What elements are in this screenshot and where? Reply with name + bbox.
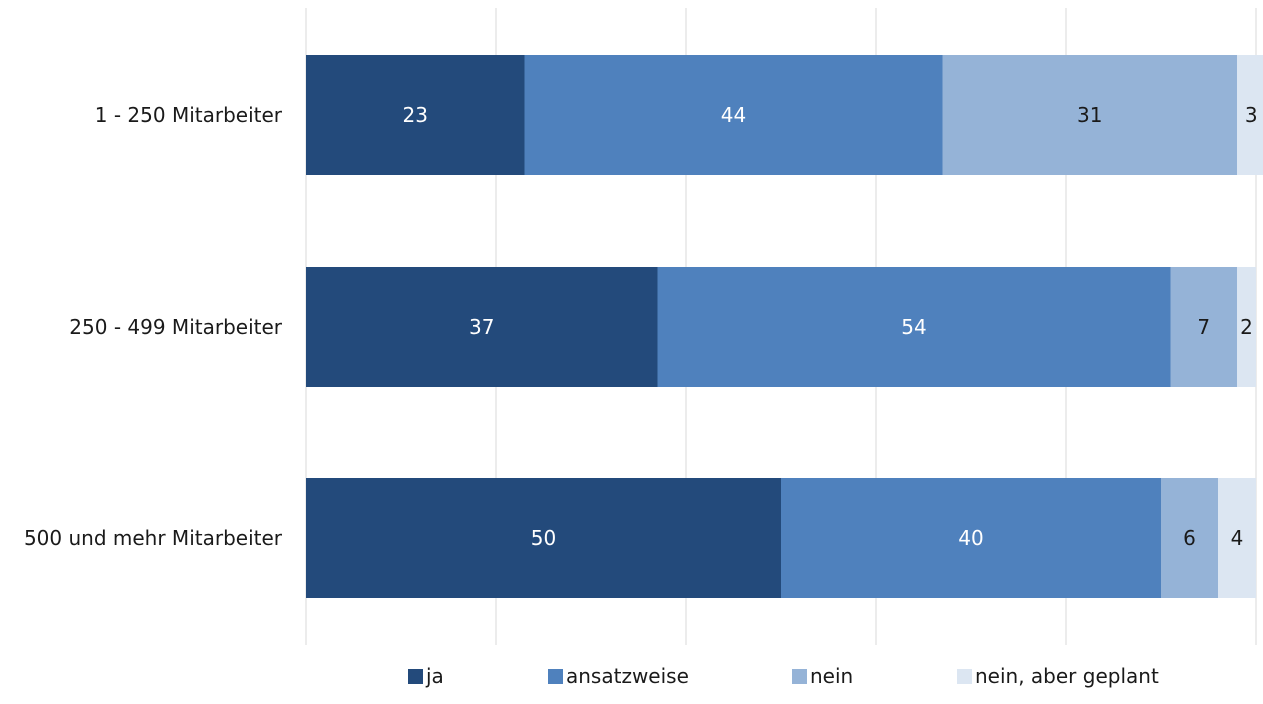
category-labels: 1 - 250 Mitarbeiter 250 - 499 Mitarbeiter… <box>24 103 283 550</box>
bar-1-ansatzweise <box>524 55 943 175</box>
bar-1-ja <box>306 55 525 175</box>
bar-2-nein <box>1170 267 1237 387</box>
bar-2-nein-aber-geplant <box>1237 267 1256 387</box>
legend-swatch <box>408 669 423 684</box>
legend-label: nein <box>810 664 853 688</box>
data-label: 50 <box>531 526 556 550</box>
data-label: 31 <box>1077 103 1102 127</box>
legend: ja ansatzweise nein nein, aber geplant <box>408 664 1159 688</box>
bar-2-ja <box>306 267 658 387</box>
bars: 23 44 31 3 37 54 7 2 50 40 6 4 <box>306 55 1263 598</box>
data-label: 6 <box>1183 526 1196 550</box>
legend-swatch <box>792 669 807 684</box>
legend-swatch <box>957 669 972 684</box>
data-label: 4 <box>1231 526 1244 550</box>
bar-1-nein <box>942 55 1237 175</box>
bar-3-ja <box>306 478 781 598</box>
legend-label: nein, aber geplant <box>975 664 1159 688</box>
legend-label: ja <box>425 664 444 688</box>
category-label: 500 und mehr Mitarbeiter <box>24 526 283 550</box>
data-label: 54 <box>901 315 926 339</box>
bar-2-ansatzweise <box>657 267 1171 387</box>
category-label: 1 - 250 Mitarbeiter <box>95 103 283 127</box>
legend-label: ansatzweise <box>566 664 689 688</box>
data-label: 37 <box>469 315 494 339</box>
data-label: 23 <box>403 103 428 127</box>
data-label: 44 <box>721 103 746 127</box>
bar-3-nein-aber-geplant <box>1218 478 1256 598</box>
bar-1-nein-aber-geplant <box>1237 55 1263 175</box>
legend-swatch <box>548 669 563 684</box>
category-label: 250 - 499 Mitarbeiter <box>69 315 282 339</box>
bar-3-ansatzweise <box>781 478 1161 598</box>
data-label: 40 <box>958 526 983 550</box>
data-label: 2 <box>1240 315 1253 339</box>
bar-3-nein <box>1161 478 1218 598</box>
data-label: 7 <box>1197 315 1210 339</box>
data-label: 3 <box>1245 103 1258 127</box>
